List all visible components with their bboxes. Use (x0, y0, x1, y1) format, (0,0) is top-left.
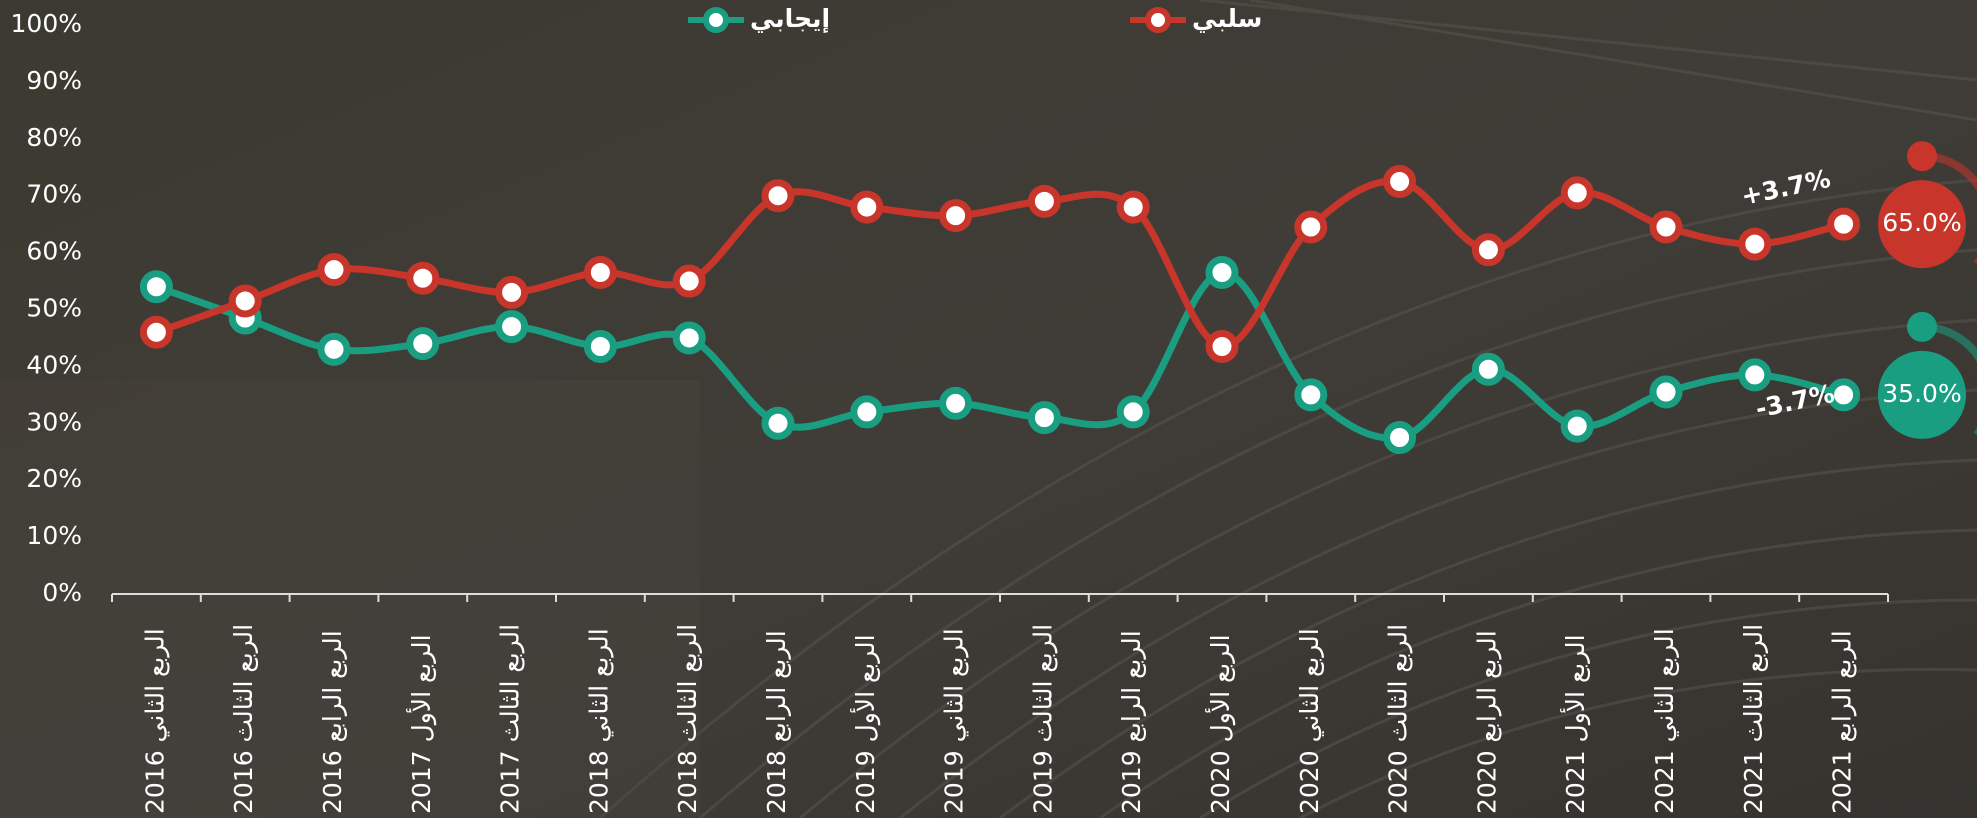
point-marker (939, 386, 973, 420)
legend-marker (1145, 7, 1171, 33)
x-tick-label: الربع الأول 2017 (405, 634, 437, 814)
point-marker (495, 275, 529, 309)
x-tick-label: الربع الأول 2019 (849, 634, 881, 814)
point-marker (406, 261, 440, 295)
point-marker (1649, 210, 1683, 244)
point-marker (1116, 190, 1150, 224)
point-marker (850, 395, 884, 429)
point-marker (317, 253, 351, 287)
background-ruins (0, 380, 700, 818)
x-tick-label: الربع الثالث 2016 (229, 624, 259, 814)
point-marker (1027, 401, 1061, 435)
y-tick-label: 30% (26, 407, 82, 436)
badge-arc (1921, 152, 1977, 265)
legend-marker (703, 7, 729, 33)
x-tick-label: الربع الثالث 2021 (1739, 624, 1769, 814)
point-marker (1116, 395, 1150, 429)
point-marker (761, 179, 795, 213)
badge-dot (1907, 141, 1937, 172)
y-tick-label: 90% (26, 66, 82, 95)
x-tick-label: الربع الأول 2020 (1204, 634, 1236, 814)
badge-arc (1921, 322, 1977, 435)
background-texture (599, 0, 1977, 818)
y-tick-label: 20% (26, 464, 82, 493)
point-marker (761, 406, 795, 440)
point-marker (317, 332, 351, 366)
y-tick-label: 10% (26, 521, 82, 550)
point-marker (406, 327, 440, 361)
x-tick-label: الربع الثالث 2017 (496, 624, 526, 814)
legend-label: إيجابي (750, 4, 830, 33)
legend-label: سلبي (1192, 4, 1262, 33)
point-marker (583, 329, 617, 363)
y-tick-label: 50% (26, 294, 82, 323)
point-marker (228, 284, 262, 318)
point-marker (139, 270, 173, 304)
point-marker (1471, 352, 1505, 386)
point-marker (1294, 378, 1328, 412)
point-marker (1738, 227, 1772, 261)
point-marker (1027, 184, 1061, 218)
x-tick-label: الربع الثالث 2020 (1384, 624, 1414, 814)
point-marker (495, 310, 529, 344)
point-marker (583, 256, 617, 290)
y-tick-label: 40% (26, 350, 82, 379)
point-marker (1471, 233, 1505, 267)
point-marker (1294, 210, 1328, 244)
point-marker (1383, 164, 1417, 198)
point-marker (1649, 375, 1683, 409)
point-marker (672, 321, 706, 355)
x-tick-label: الربع الرابع 2016 (318, 630, 348, 814)
value-label: 35.0% (1882, 379, 1961, 408)
y-tick-label: 80% (26, 123, 82, 152)
point-marker (1560, 409, 1594, 443)
x-tick-label: الربع الأول 2021 (1559, 634, 1591, 814)
x-tick-label: الربع الثاني 2018 (584, 628, 614, 814)
badge-dot (1907, 311, 1937, 342)
x-tick-label: الربع الثاني 2019 (940, 628, 970, 814)
y-tick-label: 100% (11, 9, 82, 38)
point-marker (1827, 207, 1861, 241)
x-tick-label: الربع الثاني 2020 (1295, 628, 1325, 814)
point-marker (1560, 176, 1594, 210)
x-tick-label: الربع الثاني 2021 (1650, 628, 1680, 814)
end-badge (1878, 350, 1966, 439)
x-tick-label: الربع الرابع 2019 (1117, 630, 1147, 814)
x-tick-label: الربع الرابع 2021 (1828, 630, 1858, 814)
x-tick-label: الربع الثاني 2016 (140, 628, 170, 814)
x-tick-label: الربع الثالث 2018 (673, 624, 703, 814)
value-label: 65.0% (1882, 208, 1961, 237)
point-marker (672, 264, 706, 298)
y-tick-label: 0% (42, 578, 82, 607)
point-marker (1827, 378, 1861, 412)
point-marker (939, 199, 973, 233)
x-tick-label: الربع الرابع 2020 (1472, 630, 1502, 814)
point-marker (850, 190, 884, 224)
point-marker (1383, 421, 1417, 455)
point-marker (1205, 329, 1239, 363)
y-tick-label: 70% (26, 180, 82, 209)
x-tick-label: الربع الثالث 2019 (1028, 624, 1058, 814)
y-tick-label: 60% (26, 237, 82, 266)
point-marker (1205, 256, 1239, 290)
point-marker (139, 315, 173, 349)
end-badge (1878, 180, 1966, 269)
x-tick-label: الربع الرابع 2018 (762, 630, 792, 814)
point-marker (1738, 358, 1772, 392)
